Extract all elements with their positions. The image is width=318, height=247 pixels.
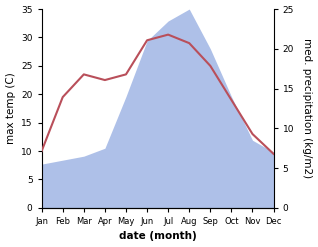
X-axis label: date (month): date (month)	[119, 231, 197, 242]
Y-axis label: med. precipitation (kg/m2): med. precipitation (kg/m2)	[302, 38, 313, 179]
Y-axis label: max temp (C): max temp (C)	[5, 73, 16, 144]
